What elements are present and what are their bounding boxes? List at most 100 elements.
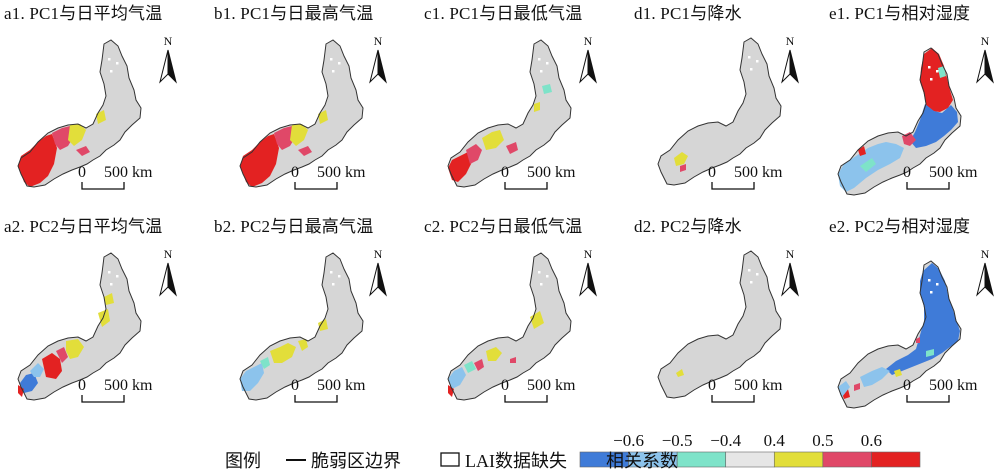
map-panel-b2: b2. PC2与日最高气温 N 0 500 km (210, 213, 410, 428)
map-graphic: N 0 500 km (657, 34, 799, 190)
region-boundary (447, 252, 572, 401)
scale-bar: 0 500 km (708, 164, 783, 190)
missing-data-speck (108, 58, 111, 61)
correlation-zone (542, 84, 552, 94)
missing-data-speck (116, 62, 119, 65)
correlation-zone (298, 339, 308, 351)
north-arrow-icon: N (159, 34, 177, 84)
map-graphic: N 0 500 km (17, 247, 177, 403)
north-label: N (584, 247, 593, 261)
map-graphic: N 0 500 km (239, 247, 387, 403)
correlation-zone (42, 353, 62, 379)
scale-start-label: 0 (291, 377, 299, 394)
correlation-zone (858, 146, 866, 156)
scale-start-label: 0 (903, 164, 911, 181)
region-map (447, 39, 572, 188)
missing-data-speck (338, 275, 341, 278)
correlation-zone (506, 142, 518, 154)
correlation-zone (886, 263, 960, 375)
region-boundary (239, 39, 364, 188)
missing-data-speck (540, 283, 543, 286)
map-panel-a2: a2. PC2与日平均气温 N 0 500 km (0, 213, 200, 428)
scale-end-label: 500 km (527, 377, 576, 394)
north-label: N (374, 34, 383, 48)
legend-title: 图例 (225, 451, 261, 471)
panel-title: d2. PC2与降水 (634, 217, 742, 236)
north-arrow-icon: N (369, 34, 387, 84)
correlation-zone (534, 102, 540, 112)
missing-data-speck (338, 62, 341, 65)
region-boundary (239, 252, 364, 401)
colorbar-swatch (725, 451, 775, 468)
colorbar-swatch (676, 451, 727, 468)
north-label: N (981, 34, 990, 48)
missing-data-speck (330, 271, 333, 274)
region-map (17, 39, 142, 188)
colorbar-swatch (822, 451, 872, 468)
correlation-zone (76, 146, 90, 156)
north-label: N (584, 34, 593, 48)
missing-data-speck (332, 283, 335, 286)
missing-data-symbol (440, 452, 460, 467)
missing-data-speck (928, 279, 931, 282)
missing-data-speck (540, 70, 543, 73)
map-panel-c2: c2. PC2与日最低气温 N 0 500 km (420, 213, 620, 428)
correlation-zone (20, 373, 38, 393)
region-map (17, 252, 142, 401)
region-map (239, 39, 364, 188)
north-label: N (374, 247, 383, 261)
panel-title: b1. PC1与日最高气温 (214, 4, 374, 23)
north-label: N (786, 34, 795, 48)
missing-data-speck (936, 70, 939, 73)
map-graphic: N 0 500 km (239, 34, 387, 190)
correlation-zone (448, 367, 466, 389)
correlation-zone (920, 48, 953, 112)
correlation-zone (318, 319, 328, 331)
colorbar-tick: −0.4 (710, 431, 742, 450)
correlation-zone (486, 347, 502, 361)
region-land (240, 253, 363, 400)
region-boundary (17, 39, 142, 188)
missing-data-speck (928, 66, 931, 69)
missing-data-speck (748, 56, 751, 59)
scale-start-label: 0 (291, 164, 299, 181)
panel-title: a2. PC2与日平均气温 (4, 217, 163, 236)
correlation-zone (674, 152, 688, 166)
scale-bar: 0 500 km (291, 164, 366, 190)
colorbar-swatch (871, 451, 921, 468)
region-map (837, 260, 962, 409)
colorbar (579, 451, 921, 468)
region-boundary (447, 39, 572, 188)
scale-end-label: 500 km (734, 164, 783, 181)
scale-start-label: 0 (78, 377, 86, 394)
map-graphic: N 0 500 km (447, 247, 597, 403)
north-arrow-icon: N (781, 247, 799, 297)
correlation-zone (680, 164, 686, 172)
map-graphic: N 0 500 km (837, 34, 994, 196)
scale-bar: 0 500 km (78, 164, 153, 190)
correlation-zone (30, 363, 44, 377)
correlation-zone (510, 357, 516, 363)
map-panel-a1: a1. PC1与日平均气温 N 0 500 km (0, 0, 200, 215)
correlation-zone (96, 110, 106, 124)
scale-bar: 0 500 km (501, 377, 576, 403)
missing-data-speck (330, 58, 333, 61)
north-arrow-icon: N (579, 34, 597, 84)
correlation-zone (676, 369, 684, 377)
correlation-zone (466, 144, 482, 164)
correlation-zone (298, 146, 312, 156)
north-arrow-icon: N (781, 34, 799, 84)
scale-end-label: 500 km (734, 377, 783, 394)
missing-data-speck (936, 283, 939, 286)
north-label: N (786, 247, 795, 261)
missing-data-speck (930, 78, 933, 81)
scale-start-label: 0 (501, 377, 509, 394)
map-panel-e1: e1. PC1与相对湿度 N 0 500 km (825, 0, 1000, 215)
scale-end-label: 500 km (317, 164, 366, 181)
correlation-zone (916, 337, 920, 343)
region-boundary (17, 252, 142, 401)
scale-bar: 0 500 km (708, 377, 783, 403)
scale-start-label: 0 (708, 377, 716, 394)
correlation-zone (66, 339, 84, 359)
panel-title: e2. PC2与相对湿度 (829, 217, 971, 236)
